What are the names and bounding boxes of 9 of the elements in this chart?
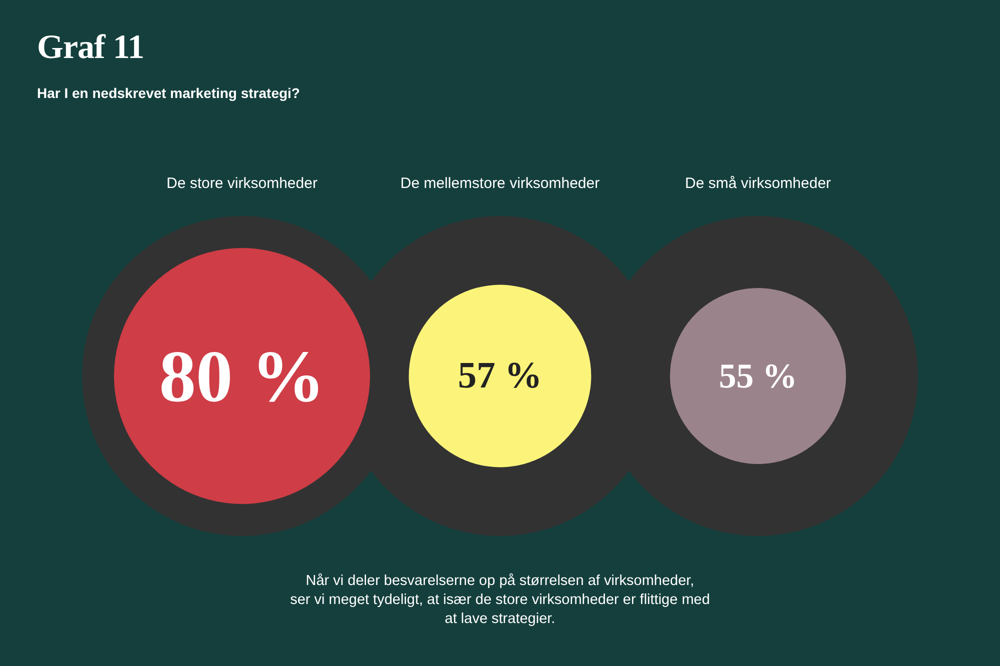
text: Graf 11 bbox=[37, 29, 144, 66]
data-label: 55 % bbox=[718, 356, 798, 396]
category-label: De mellemstore virksomheder bbox=[399, 175, 601, 193]
category-label: De små virksomheder bbox=[684, 175, 832, 193]
text: Når vi deler besvarelserne op på størrelsen af virksomheder, ser vi meget tydeligt, at især de store virksomheder er flittige med at lave strategier. bbox=[289, 572, 711, 629]
data-label: 80 % bbox=[159, 335, 325, 417]
text: Har I en nedskrevet marketing strategi? bbox=[37, 84, 300, 102]
category-label: De store virksomheder bbox=[166, 175, 318, 193]
data-label: 57 % bbox=[458, 356, 542, 396]
